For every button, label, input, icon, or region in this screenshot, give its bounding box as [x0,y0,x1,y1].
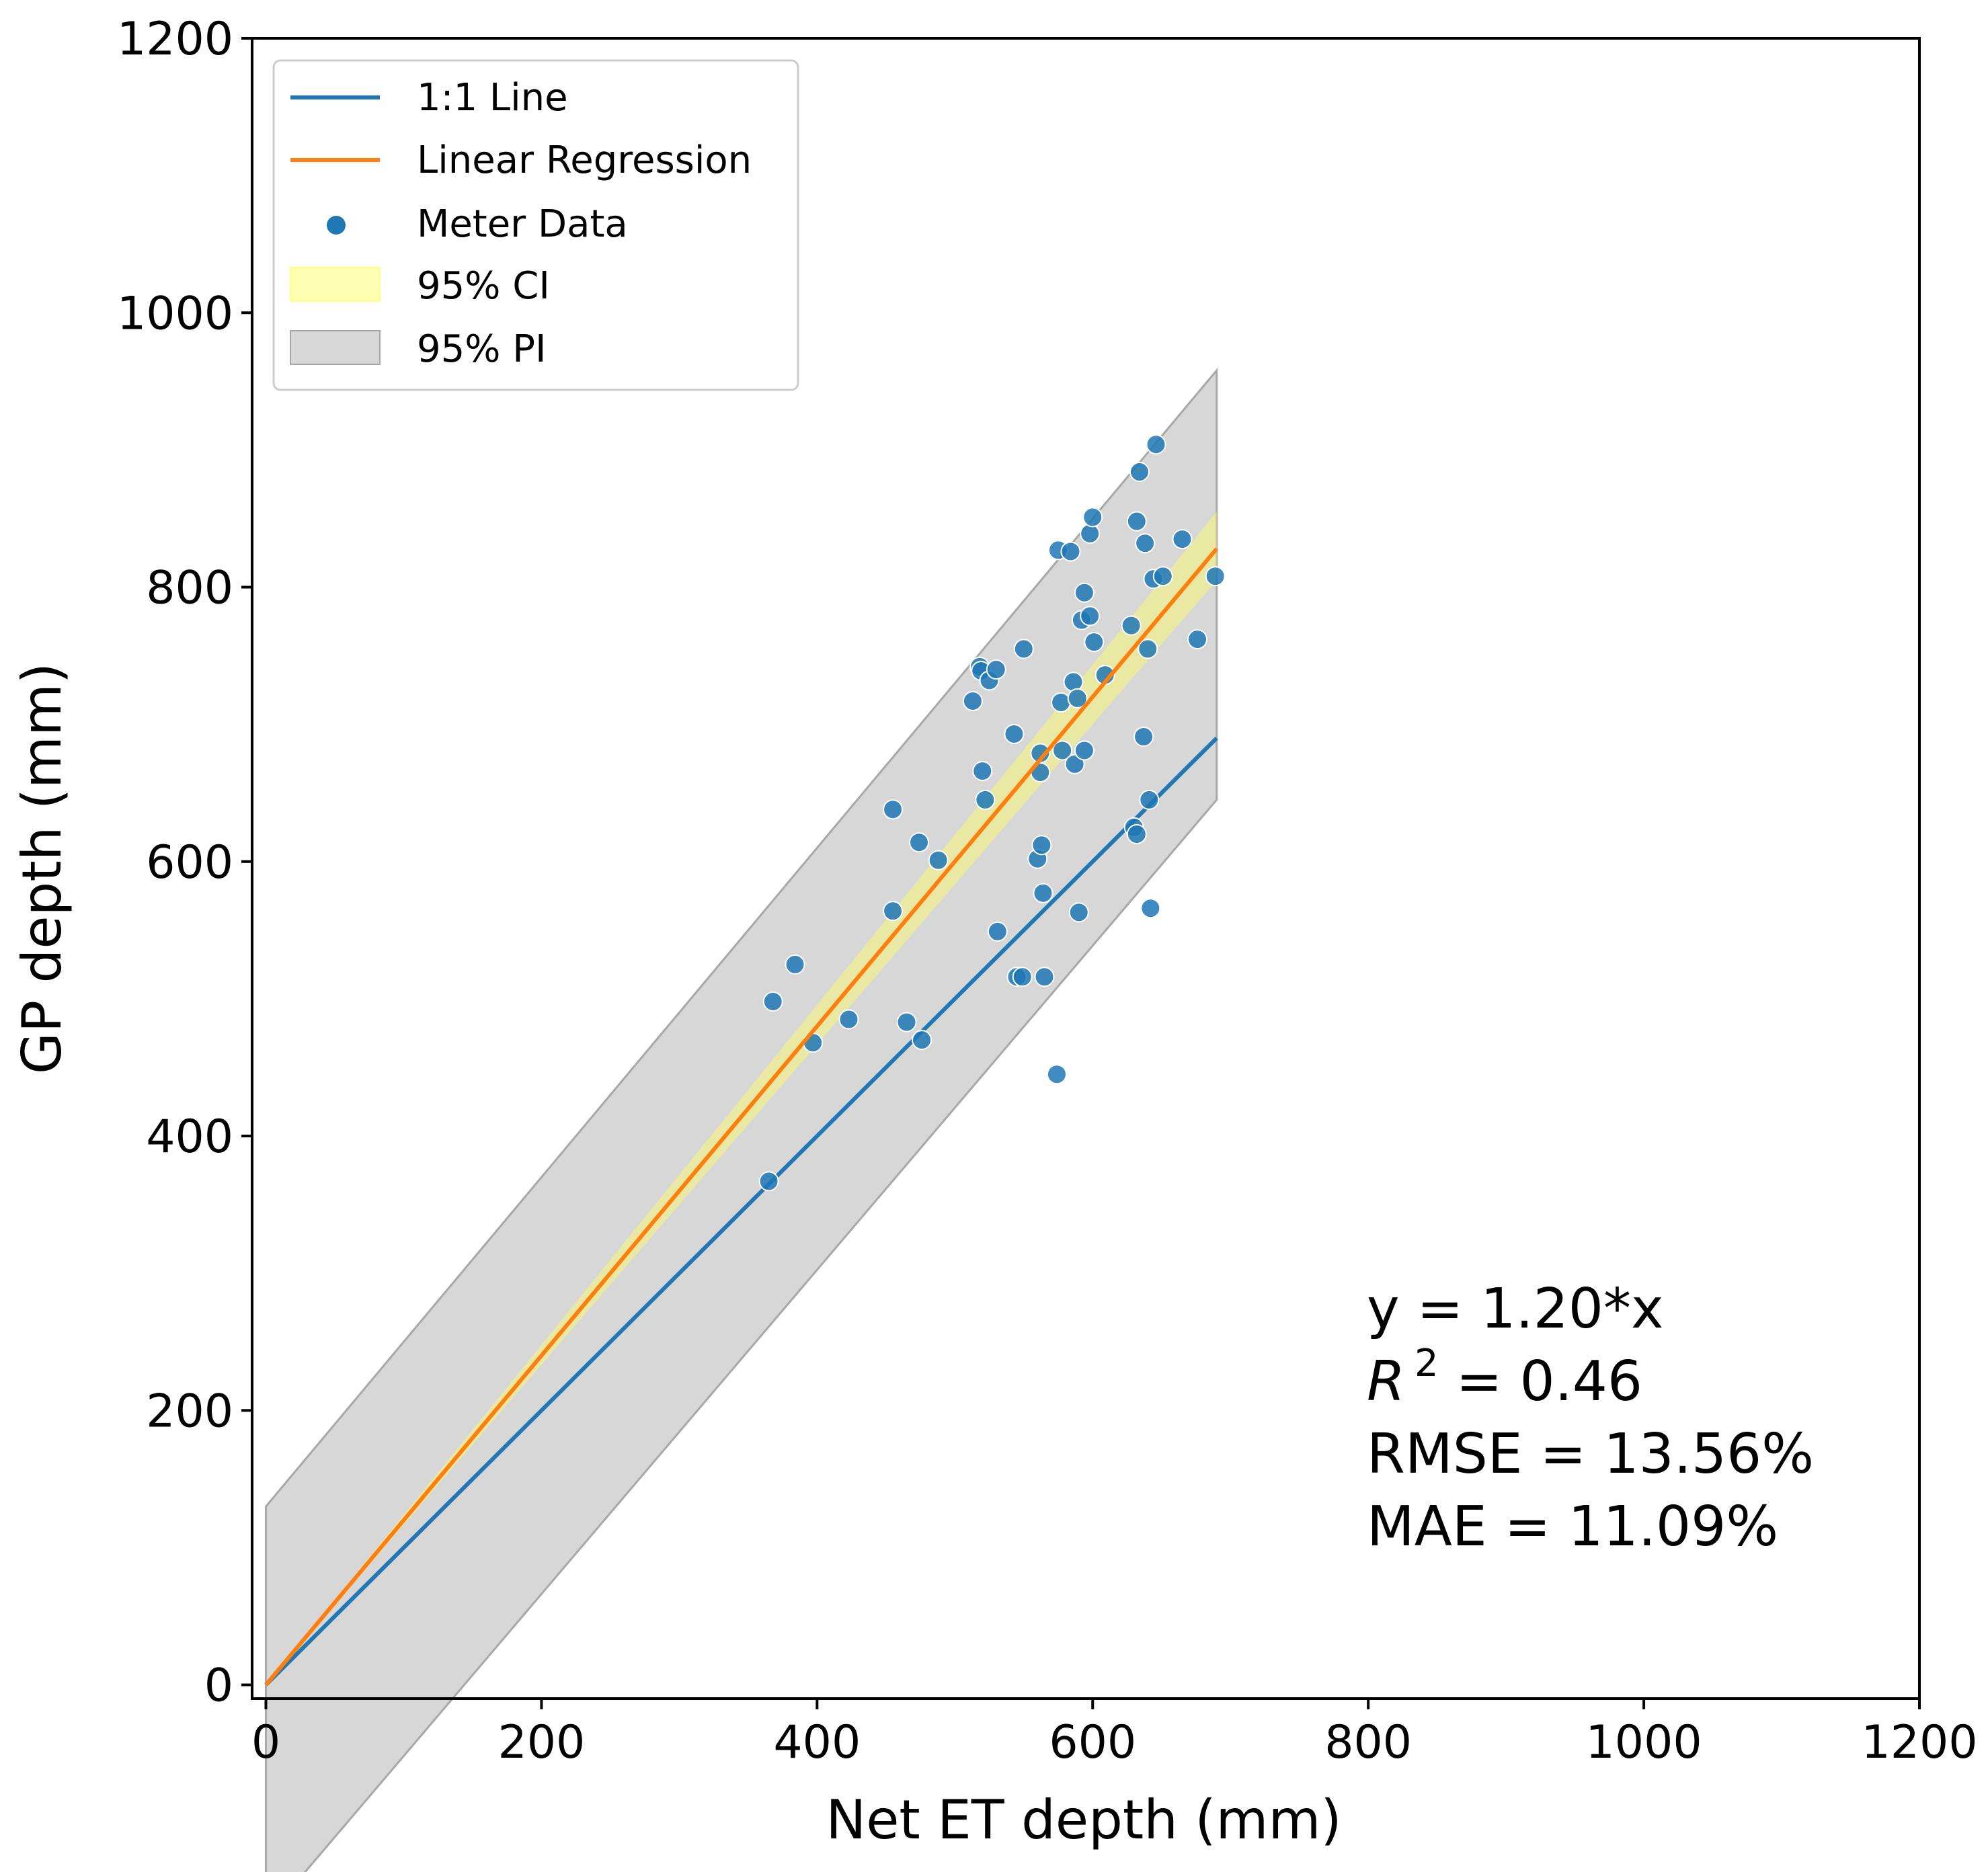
data-point [986,659,1006,680]
legend: 1:1 Line Linear Regression Meter Data 95… [272,59,799,391]
data-point [909,832,929,853]
mae-text: MAE = 11.09% [1367,1495,1778,1559]
data-point [1063,672,1084,692]
data-point [972,761,993,782]
y-tick-label: 800 [146,562,233,615]
legend-swatch-pi [290,330,381,365]
y-tick-label: 400 [146,1110,233,1164]
data-point [1082,507,1103,528]
legend-box [272,59,799,391]
data-point [896,1012,917,1032]
data-point [1126,823,1147,844]
data-point [1033,883,1053,903]
data-point [1031,835,1052,856]
regression-line [264,547,1219,1686]
one-to-one-line [264,736,1218,1686]
legend-label-pi: 95% PI [417,327,547,371]
meter-data-points [758,434,1226,1192]
data-point [1034,967,1055,987]
y-tick-label: 1000 [117,287,233,340]
x-axis-title: Net ET depth (mm) [826,1789,1341,1851]
data-point [1004,723,1025,744]
y-tick-label: 0 [204,1660,233,1713]
data-point [1080,606,1101,626]
data-point [1187,629,1208,650]
data-point [1138,639,1158,659]
data-point [1205,566,1226,587]
data-point [912,1030,932,1051]
r-squared-value: = 0.46 [1439,1350,1642,1414]
data-point [1060,541,1081,562]
legend-swatch-meter [327,216,346,235]
legend-swatch-ci [290,267,381,302]
data-point [1046,1064,1067,1085]
data-point [1080,523,1101,544]
y-tick-label: 200 [146,1385,233,1438]
data-point [1135,533,1156,554]
x-tick-label: 1200 [1861,1716,1977,1769]
rmse-text: RMSE = 13.56% [1367,1422,1814,1486]
data-point [1152,566,1173,587]
y-axis-title: GP depth (mm) [11,663,73,1074]
data-point [762,991,783,1012]
data-point [1067,688,1088,708]
y-axis-ticks: 0 200 400 600 800 1000 1200 [117,13,252,1713]
data-point [962,690,983,711]
data-point [1051,692,1072,713]
data-point [928,850,949,870]
y-tick-label: 600 [146,836,233,889]
data-point [1084,632,1105,653]
data-point [1064,754,1085,774]
data-point [758,1171,779,1192]
y-tick-label: 1200 [117,13,233,66]
prediction-interval-band [264,367,1218,1872]
data-point [883,901,904,922]
data-point [1013,639,1034,659]
data-point [1146,434,1166,455]
x-tick-label: 400 [773,1716,861,1769]
data-point [1134,727,1154,747]
data-point [1129,462,1150,483]
x-tick-label: 600 [1049,1716,1136,1769]
data-point [1052,740,1073,761]
axes-frame [251,37,1921,1700]
data-point [1074,582,1095,603]
data-point [1139,789,1160,810]
data-point [1121,615,1142,636]
data-point [883,799,904,820]
data-point [1074,740,1095,761]
data-point [838,1009,859,1030]
legend-label-ci: 95% CI [417,264,550,308]
x-tick-label: 200 [498,1716,586,1769]
data-point [1140,898,1161,919]
x-tick-label: 800 [1324,1716,1412,1769]
data-point [1126,511,1147,532]
r-squared-symbol: R [1367,1350,1405,1414]
x-tick-label: 1000 [1586,1716,1702,1769]
legend-label-meter: Meter Data [417,202,628,246]
x-tick-label: 0 [251,1716,280,1769]
equation-text: y = 1.20*x [1367,1277,1663,1341]
legend-label-one-to-one: 1:1 Line [417,76,568,120]
data-point [785,954,805,975]
data-point [1012,967,1033,987]
data-point [1068,902,1089,923]
legend-label-regression: Linear Regression [417,138,752,182]
x-axis-ticks: 0 200 400 600 800 1000 1200 [251,1699,1978,1769]
r-squared-exponent: 2 [1415,1342,1439,1385]
data-point [975,789,996,810]
data-point [1172,529,1193,550]
data-point [987,921,1008,942]
